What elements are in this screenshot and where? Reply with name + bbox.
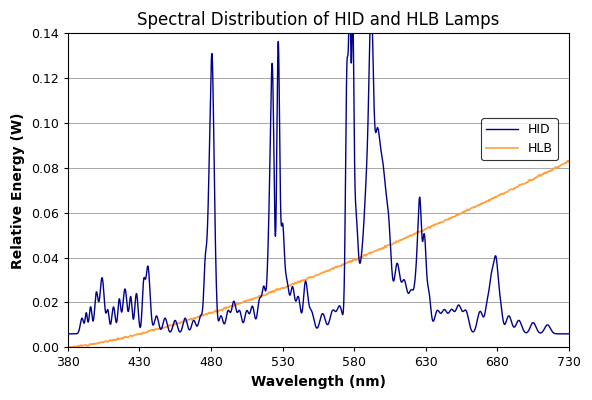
HID [245, 311, 252, 316]
Line: HLB: HLB [67, 161, 569, 347]
HLB [169, 323, 176, 328]
HLB [565, 160, 572, 164]
HID [383, 192, 390, 197]
HID [169, 326, 176, 330]
Legend: HID, HLB: HID, HLB [481, 118, 558, 160]
HLB [64, 344, 71, 349]
HID [64, 332, 71, 336]
HLB [383, 244, 390, 249]
Title: Spectral Distribution of HID and HLB Lamps: Spectral Distribution of HID and HLB Lam… [137, 11, 500, 29]
HLB [362, 253, 369, 258]
HID [301, 288, 308, 292]
HLB [565, 158, 572, 163]
HID [362, 194, 369, 199]
HID [527, 325, 534, 330]
HLB [246, 298, 253, 303]
HLB [65, 345, 72, 350]
HLB [527, 178, 534, 182]
X-axis label: Wavelength (nm): Wavelength (nm) [251, 375, 386, 389]
HID [565, 332, 572, 336]
HLB [301, 278, 308, 282]
Line: HID: HID [67, 0, 569, 334]
Y-axis label: Relative Energy (W): Relative Energy (W) [11, 112, 25, 269]
